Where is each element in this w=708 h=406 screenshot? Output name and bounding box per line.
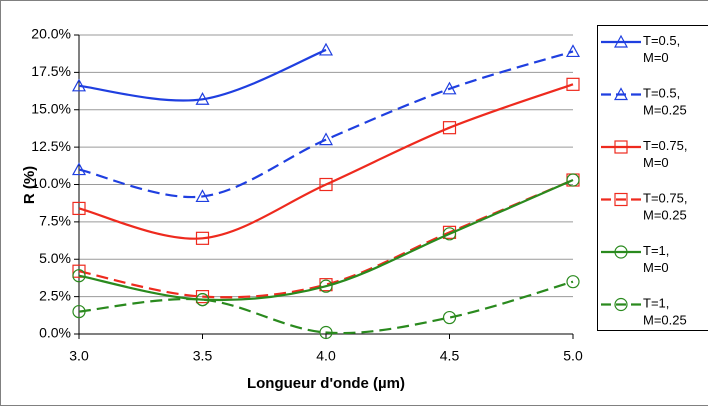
- marker: [72, 269, 86, 283]
- y-tick-label: 5.0%: [39, 250, 71, 266]
- legend-box: [597, 25, 708, 331]
- marker: [442, 227, 457, 241]
- legend-label: T=0.5, M=0: [643, 33, 680, 65]
- y-tick-label: 12.5%: [31, 138, 71, 154]
- marker: [614, 297, 628, 312]
- x-tick-label: 3.5: [193, 348, 213, 364]
- series-line: [78, 48, 327, 102]
- y-tick-label: 15.0%: [31, 100, 71, 116]
- y-tick-label: 20.0%: [31, 26, 71, 42]
- marker: [614, 140, 628, 154]
- marker: [566, 77, 580, 91]
- marker: [566, 275, 580, 289]
- marker: [71, 78, 87, 92]
- x-tick-label: 3.0: [69, 348, 89, 364]
- legend-label: T=1, M=0.25: [643, 296, 687, 328]
- marker: [72, 264, 86, 278]
- marker: [319, 279, 333, 293]
- y-axis-title: R (%): [21, 166, 38, 204]
- marker: [613, 87, 629, 101]
- marker: [318, 132, 334, 146]
- y-tick-label: 0.0%: [39, 325, 71, 341]
- series-line: [78, 50, 574, 199]
- series-line: [78, 179, 574, 302]
- x-tick-label: 5.0: [563, 348, 583, 364]
- y-tick-label: 10.0%: [31, 175, 71, 191]
- marker: [613, 34, 629, 48]
- marker: [566, 173, 580, 187]
- marker: [72, 201, 86, 216]
- x-tick-label: 4.5: [440, 348, 460, 364]
- marker: [72, 304, 86, 319]
- legend-label: T=1, M=0: [643, 243, 669, 275]
- marker: [318, 42, 334, 56]
- marker: [442, 121, 457, 135]
- y-tick-label: 2.5%: [39, 287, 71, 303]
- series-line: [78, 280, 574, 335]
- series-line: [78, 83, 574, 240]
- marker: [195, 92, 210, 105]
- legend-label: T=0.5, M=0.25: [643, 86, 687, 118]
- y-tick-label: 7.5%: [39, 213, 71, 229]
- marker: [442, 310, 457, 325]
- x-axis-title: Longueur d'onde (µm): [247, 375, 405, 392]
- y-tick-label: 17.5%: [31, 63, 71, 79]
- marker: [195, 189, 210, 203]
- marker: [319, 325, 333, 340]
- marker: [71, 162, 87, 176]
- legend-label: T=0.75, M=0: [643, 138, 687, 170]
- marker: [442, 81, 457, 95]
- marker: [614, 192, 628, 207]
- marker: [195, 231, 210, 245]
- marker: [614, 245, 628, 259]
- marker: [195, 293, 210, 307]
- x-tick-label: 4.0: [316, 348, 336, 364]
- legend-label: T=0.75, M=0.25: [643, 191, 687, 223]
- marker: [195, 290, 210, 304]
- marker: [319, 177, 333, 192]
- marker: [565, 44, 581, 58]
